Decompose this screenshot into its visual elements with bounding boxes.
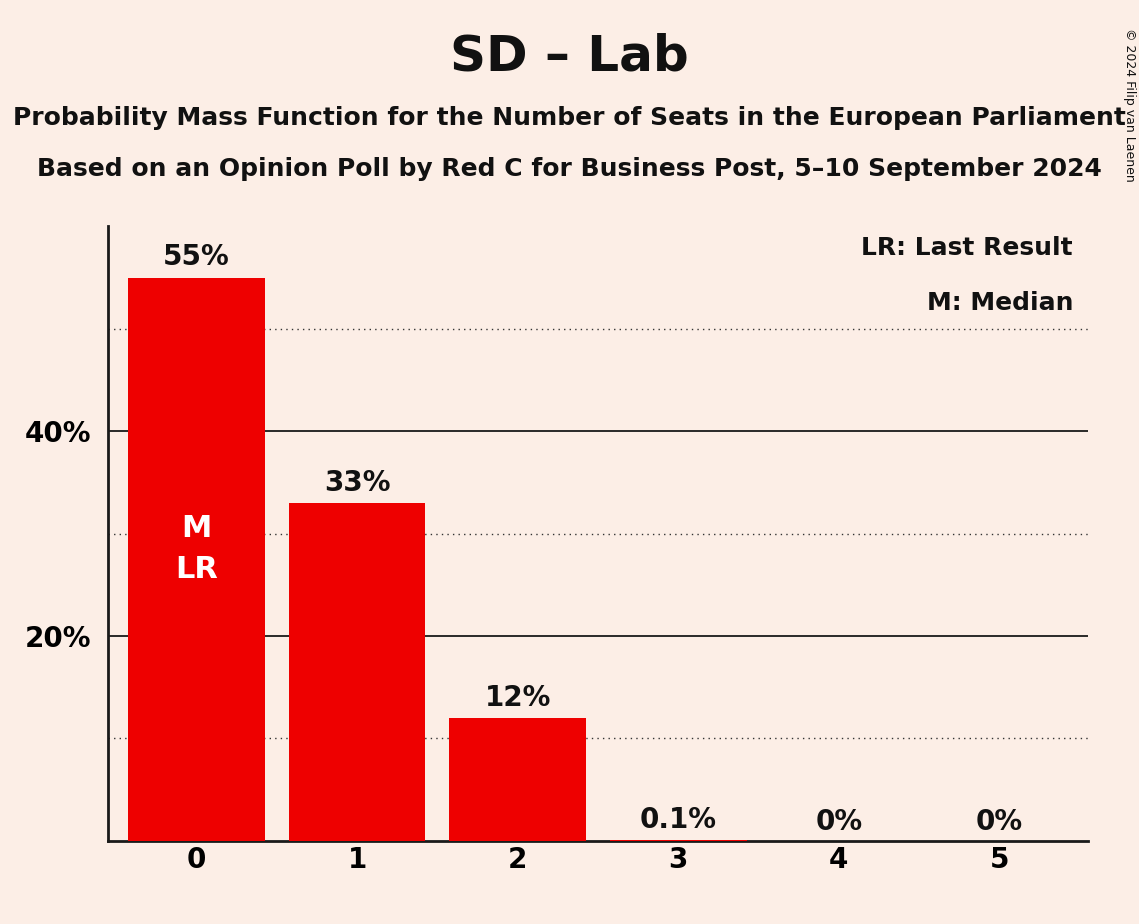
- Text: SD – Lab: SD – Lab: [450, 32, 689, 80]
- Text: M
LR: M LR: [175, 515, 218, 584]
- Bar: [450, 718, 585, 841]
- Bar: [611, 840, 746, 841]
- Bar: [289, 503, 425, 841]
- Text: © 2024 Filip van Laenen: © 2024 Filip van Laenen: [1123, 28, 1136, 181]
- Text: 55%: 55%: [163, 243, 230, 272]
- Text: Based on an Opinion Poll by Red C for Business Post, 5–10 September 2024: Based on an Opinion Poll by Red C for Bu…: [38, 157, 1101, 181]
- Text: 0%: 0%: [976, 808, 1023, 835]
- Text: LR: Last Result: LR: Last Result: [861, 236, 1073, 260]
- Text: Probability Mass Function for the Number of Seats in the European Parliament: Probability Mass Function for the Number…: [13, 106, 1126, 130]
- Text: 0.1%: 0.1%: [640, 806, 716, 833]
- Bar: [129, 277, 264, 841]
- Text: 0%: 0%: [816, 808, 862, 835]
- Text: 33%: 33%: [323, 468, 391, 497]
- Text: M: Median: M: Median: [926, 291, 1073, 315]
- Text: 12%: 12%: [484, 684, 551, 711]
